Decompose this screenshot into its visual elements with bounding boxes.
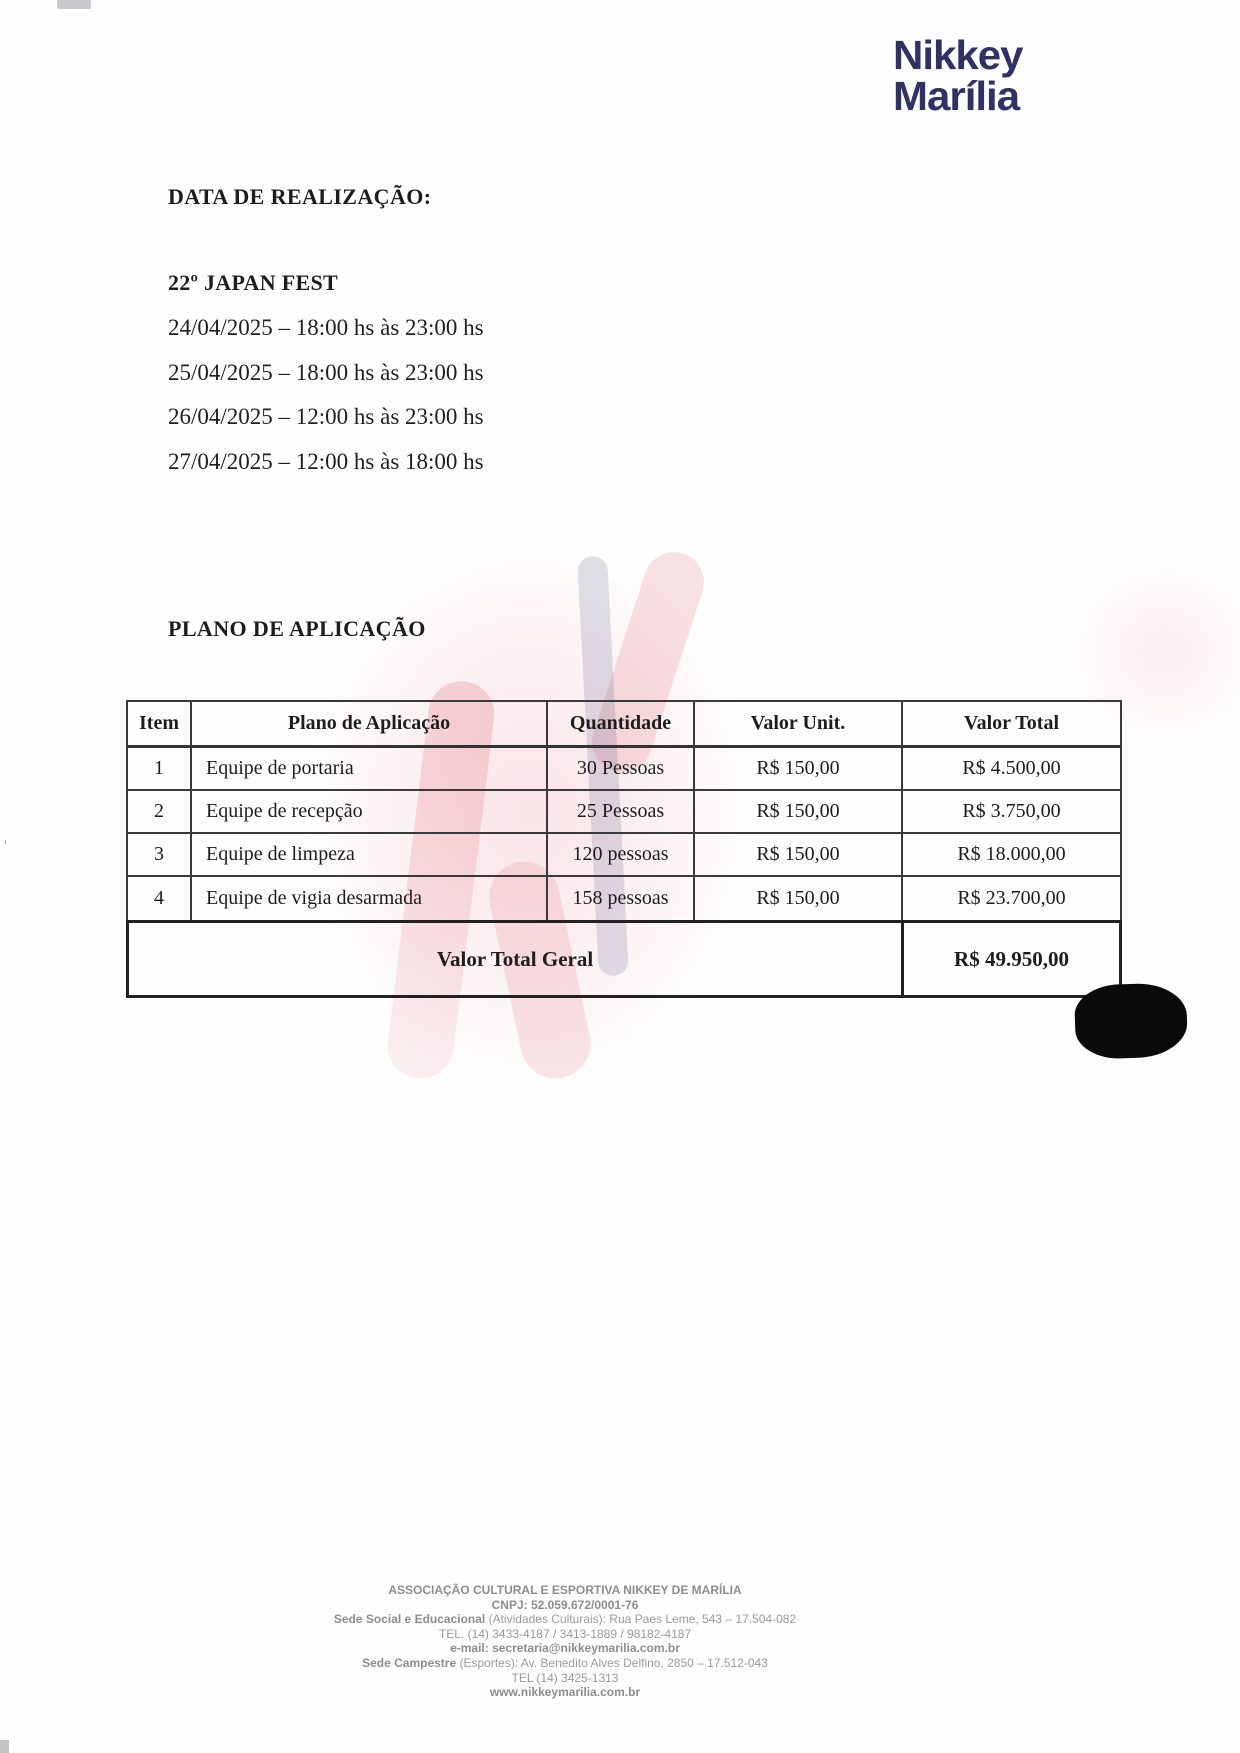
cell-quantidade: 30 Pessoas	[548, 748, 695, 791]
event-date-line: 25/04/2025 – 18:00 hs às 23:00 hs	[168, 359, 484, 385]
footer-tel2: TEL (14) 3425-1313	[511, 1670, 619, 1685]
cell-plano: Equipe de vigia desarmada	[192, 877, 548, 920]
cell-quantidade: 120 pessoas	[548, 834, 695, 877]
cell-valor-unit: R$ 150,00	[695, 877, 903, 920]
table-header-item: Item	[128, 702, 192, 748]
logo-line-2: Marília	[893, 73, 1020, 119]
footer-email: e-mail: secretaria@nikkeymarilia.com.br	[450, 1641, 680, 1656]
table-header-quantidade: Quantidade	[548, 702, 695, 748]
cell-plano: Equipe de recepção	[192, 791, 548, 834]
table-header-valor-total: Valor Total	[903, 702, 1120, 748]
event-name: 22º JAPAN FEST	[168, 270, 338, 295]
footer-sede-social-label: Sede Social e Educacional	[333, 1612, 486, 1627]
cell-item: 4	[128, 877, 192, 920]
footer-sede-social: Sede Social e Educacional (Atividades Cu…	[225, 1612, 905, 1627]
cell-valor-total: R$ 4.500,00	[903, 748, 1120, 791]
footer-tel1: TEL. (14) 3433-4187 / 3413-1889 / 98182-…	[438, 1626, 692, 1641]
cell-valor-total: R$ 18.000,00	[903, 834, 1120, 877]
realization-date-heading: DATA DE REALIZAÇÃO:	[168, 184, 432, 209]
cell-item: 2	[128, 791, 192, 834]
footer-sede-campestre: Sede Campestre (Esportes): Av. Benedito …	[225, 1656, 905, 1671]
cell-item: 3	[128, 834, 192, 877]
cell-quantidade: 158 pessoas	[548, 877, 695, 920]
event-dates-list: 24/04/2025 – 18:00 hs às 23:00 hs 25/04/…	[168, 306, 484, 484]
cell-plano: Equipe de limpeza	[192, 834, 548, 877]
table-header-plano: Plano de Aplicação	[192, 702, 548, 748]
scan-artifact: '	[4, 838, 7, 854]
footer-sede-campestre-rest: (Esportes): Av. Benedito Alves Delfino, …	[456, 1655, 768, 1670]
document-footer: ASSOCIAÇÃO CULTURAL E ESPORTIVA NIKKEY D…	[225, 1583, 905, 1700]
footer-sede-social-rest: (Atividades Culturais): Rua Paes Leme, 5…	[485, 1612, 797, 1627]
cell-valor-unit: R$ 150,00	[695, 834, 903, 877]
footer-org: ASSOCIAÇÃO CULTURAL E ESPORTIVA NIKKEY D…	[388, 1583, 742, 1597]
cell-valor-total: R$ 3.750,00	[903, 791, 1120, 834]
table-row: 3 Equipe de limpeza 120 pessoas R$ 150,0…	[128, 834, 1120, 877]
event-date-line: 26/04/2025 – 12:00 hs às 23:00 hs	[168, 404, 484, 429]
cell-quantidade: 25 Pessoas	[548, 791, 695, 834]
scan-artifact	[0, 1740, 9, 1753]
redaction-mark	[1073, 982, 1189, 1060]
cell-valor-unit: R$ 150,00	[695, 791, 903, 834]
table-total-row: Valor Total Geral R$ 49.950,00	[126, 920, 1122, 998]
cell-item: 1	[128, 748, 192, 791]
cell-valor-unit: R$ 150,00	[695, 748, 903, 791]
logo-line-1: Nikkey	[893, 32, 1023, 78]
table-row: 4 Equipe de vigia desarmada 158 pessoas …	[128, 877, 1120, 920]
table-header-valor-unit: Valor Unit.	[695, 702, 903, 748]
total-label: Valor Total Geral	[129, 923, 904, 995]
table-row: 1 Equipe de portaria 30 Pessoas R$ 150,0…	[128, 748, 1120, 791]
event-date-line: 27/04/2025 – 12:00 hs às 18:00 hs	[168, 448, 484, 474]
total-value: R$ 49.950,00	[954, 946, 1069, 971]
table-header-row: Item Plano de Aplicação Quantidade Valor…	[128, 702, 1120, 748]
footer-site: www.nikkeymarilia.com.br	[489, 1685, 641, 1700]
footer-sede-campestre-label: Sede Campestre	[362, 1655, 457, 1670]
cell-valor-total: R$ 23.700,00	[957, 887, 1066, 909]
scan-artifact	[57, 0, 91, 9]
application-plan-table: Item Plano de Aplicação Quantidade Valor…	[126, 700, 1122, 922]
nikkey-marilia-logo: Nikkey Marília	[893, 32, 1023, 119]
footer-cnpj: CNPJ: 52.059.672/0001-76	[491, 1597, 639, 1612]
table-row: 2 Equipe de recepção 25 Pessoas R$ 150,0…	[128, 791, 1120, 834]
event-date-line: 24/04/2025 – 18:00 hs às 23:00 hs	[168, 315, 484, 340]
cell-plano: Equipe de portaria	[192, 748, 548, 791]
application-plan-heading: PLANO DE APLICAÇÃO	[168, 616, 426, 641]
